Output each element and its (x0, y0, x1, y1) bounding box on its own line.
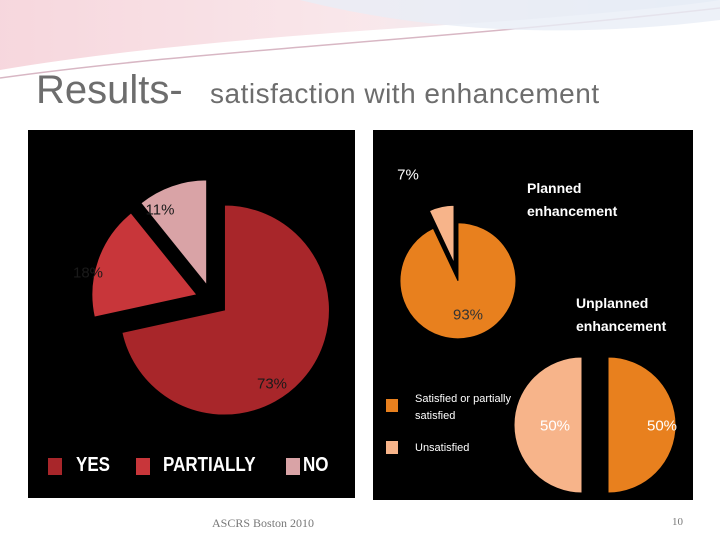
data-label: 18% (72, 264, 104, 282)
pie-slice (140, 179, 208, 287)
legend-swatch (386, 441, 398, 454)
data-label: 93% (452, 306, 484, 324)
chart-title: Unplanned enhancement (576, 295, 667, 334)
data-label: 50% (539, 417, 571, 435)
slide-title: Results- (36, 68, 183, 112)
pie-slice (399, 222, 517, 340)
legend-label: NO (303, 454, 329, 476)
footer: ASCRS Boston 2010 (212, 516, 315, 530)
page-number: 10 (672, 516, 683, 528)
data-label: 73% (256, 375, 288, 393)
data-label: 7% (397, 166, 419, 184)
legend-label: YES (76, 454, 111, 476)
pie-slice (513, 356, 583, 494)
legend-swatch (286, 458, 300, 475)
pie-slice (607, 356, 677, 494)
legend-label: Unsatisfied (415, 442, 470, 454)
legend-swatch (136, 458, 150, 475)
legend-swatch (386, 399, 398, 412)
pie-slice (428, 204, 455, 264)
data-label: 11% (145, 201, 175, 219)
marks (48, 179, 677, 494)
legend-label: Satisfied or partially satisfied (415, 393, 511, 422)
legend-label: PARTIALLY (163, 454, 256, 476)
slide-subtitle: satisfaction with enhancement (210, 78, 600, 109)
pie-slice (121, 204, 330, 416)
header-swoosh (300, 0, 720, 31)
legend-swatch (48, 458, 62, 475)
chart-title: Planned enhancement (527, 180, 618, 219)
pie-slice (91, 212, 198, 318)
data-label: 50% (646, 417, 678, 435)
